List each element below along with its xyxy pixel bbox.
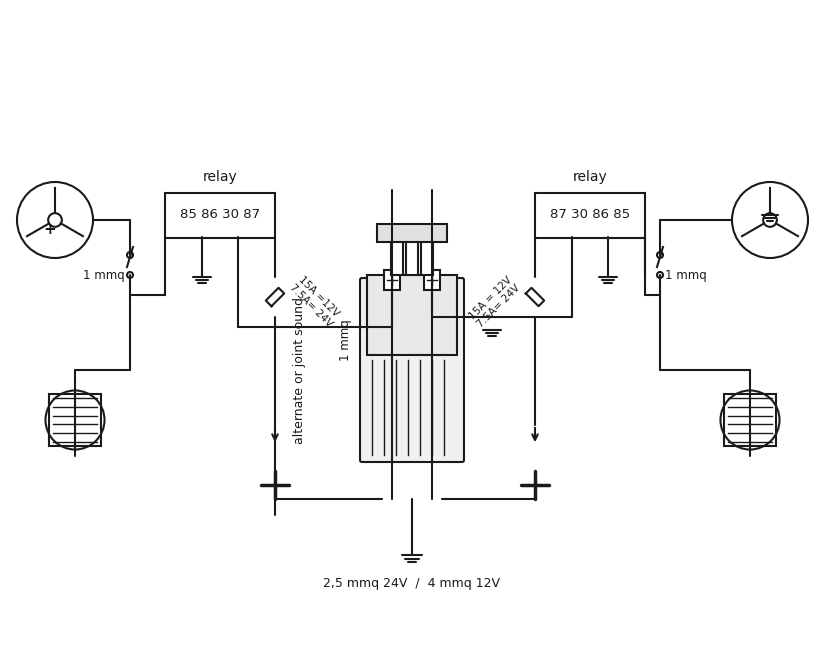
- Bar: [384, 270, 400, 290]
- Bar: [165, 192, 275, 237]
- Text: 15A = 12V
7.5A= 24V: 15A = 12V 7.5A= 24V: [467, 275, 522, 330]
- Text: 15A =12V
7.5A= 24V: 15A =12V 7.5A= 24V: [288, 275, 343, 330]
- Text: relay: relay: [573, 171, 607, 184]
- Text: 1 mmq: 1 mmq: [339, 319, 352, 361]
- Bar: [406, 240, 418, 275]
- Bar: [724, 394, 776, 446]
- Text: 1 mmq: 1 mmq: [83, 269, 125, 281]
- Text: 2,5 mmq 24V  /  4 mmq 12V: 2,5 mmq 24V / 4 mmq 12V: [324, 577, 500, 590]
- Bar: [535, 192, 645, 237]
- Text: relay: relay: [203, 171, 237, 184]
- Text: 85 86 30 87: 85 86 30 87: [180, 209, 260, 222]
- Text: alternate or joint sound: alternate or joint sound: [293, 296, 307, 443]
- FancyBboxPatch shape: [360, 278, 464, 462]
- Bar: [367, 275, 457, 355]
- Bar: [49, 394, 101, 446]
- Bar: [421, 240, 433, 275]
- Bar: [391, 240, 403, 275]
- Text: 87 30 86 85: 87 30 86 85: [550, 209, 630, 222]
- Bar: [377, 224, 447, 242]
- Text: 1 mmq: 1 mmq: [665, 269, 707, 281]
- Text: +: +: [44, 222, 56, 237]
- Bar: [424, 270, 440, 290]
